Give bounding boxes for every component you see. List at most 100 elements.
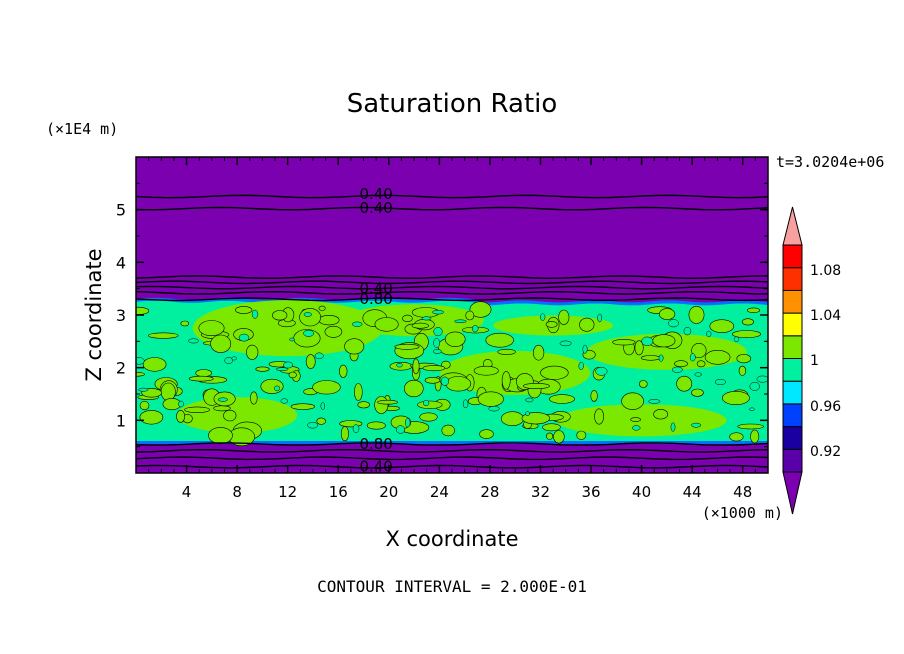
contour-line xyxy=(136,194,768,199)
contour-line xyxy=(136,464,768,469)
colorbar-bottom-extension xyxy=(782,471,803,515)
cyan-patch xyxy=(432,349,442,354)
x-axis-label: X coordinate xyxy=(385,527,518,551)
green-patch xyxy=(208,427,233,444)
green-patch xyxy=(160,382,176,401)
cyan-patch xyxy=(351,321,363,327)
cyan-patch xyxy=(559,340,572,347)
green-patch xyxy=(340,426,349,442)
green-patch xyxy=(731,330,761,338)
green-patch xyxy=(210,334,232,353)
green-patch xyxy=(377,399,399,405)
cyan-patch xyxy=(433,338,440,348)
cyan-patch xyxy=(689,353,696,362)
y-tick-label: 2 xyxy=(116,359,126,378)
contour-line xyxy=(136,290,768,295)
cyan-patch xyxy=(422,399,430,407)
cyan-patch xyxy=(671,366,683,373)
cyan-patch xyxy=(597,313,603,323)
cyan-patch xyxy=(238,333,250,342)
green-patch xyxy=(741,318,754,326)
green-patch xyxy=(374,396,389,414)
green-patch xyxy=(366,421,386,430)
contour-line xyxy=(136,448,768,453)
green-patch xyxy=(318,305,326,311)
cyan-patch xyxy=(307,421,319,429)
cyan-patch xyxy=(694,372,702,377)
green-patch xyxy=(473,365,499,376)
green-patch xyxy=(188,375,214,382)
x-tick-label: 16 xyxy=(329,483,348,501)
green-patch xyxy=(523,382,550,389)
cyan-patch xyxy=(658,354,664,362)
green-patch xyxy=(590,390,598,402)
contour-label: 0.80 xyxy=(359,290,392,308)
colorbar-swatch xyxy=(782,289,803,314)
green-patch xyxy=(419,412,438,422)
colorbar-swatch xyxy=(782,312,803,337)
green-patch xyxy=(640,355,661,361)
green-patch xyxy=(653,409,669,420)
x-tick-label: 48 xyxy=(733,483,752,501)
green-patch xyxy=(709,319,735,334)
cyan-patch xyxy=(488,406,500,412)
cyan-patch xyxy=(396,363,403,368)
green-patch xyxy=(750,429,760,444)
x-tick-label: 4 xyxy=(182,483,192,501)
green-patch xyxy=(688,305,705,324)
contour-line xyxy=(136,206,768,211)
y-tick-label: 4 xyxy=(116,253,126,272)
green-patch xyxy=(579,317,595,332)
green-patch xyxy=(246,344,259,360)
green-patch xyxy=(704,349,731,365)
contour-line xyxy=(136,285,768,290)
cyan-patch xyxy=(224,357,234,364)
cyan-patch xyxy=(251,309,259,319)
cyan-patch xyxy=(525,411,530,416)
x-tick-label: 24 xyxy=(430,483,449,501)
green-patch xyxy=(260,378,284,394)
green-patch xyxy=(501,371,511,390)
green-patch xyxy=(316,417,326,425)
green-patch xyxy=(299,308,322,327)
green-patch xyxy=(558,309,570,325)
cyan-patch xyxy=(280,398,289,404)
colorbar-swatch xyxy=(782,426,803,450)
green-patch xyxy=(465,310,475,321)
cyan-patch xyxy=(525,397,534,403)
green-patch xyxy=(139,400,150,411)
cyan-patch xyxy=(178,400,184,408)
green-patch xyxy=(136,306,150,315)
green-patch xyxy=(652,334,676,348)
green-patch xyxy=(546,432,554,440)
green-patch xyxy=(545,321,558,328)
green-patch xyxy=(500,411,524,427)
green-patch xyxy=(184,406,211,413)
cyan-patch xyxy=(756,375,768,383)
green-patch xyxy=(353,383,363,401)
cyan-patch xyxy=(136,357,145,365)
cyan-patch xyxy=(670,422,676,432)
green-patch xyxy=(250,391,258,405)
green-patch xyxy=(630,417,641,422)
contour-line xyxy=(136,275,768,280)
green-patch xyxy=(198,320,225,336)
green-patch xyxy=(634,340,644,356)
green-patch xyxy=(344,338,365,355)
green-patch xyxy=(176,409,185,423)
green-patch xyxy=(722,390,750,405)
green-patch xyxy=(553,430,565,444)
colorbar-swatch xyxy=(782,403,803,428)
green-patch xyxy=(394,343,420,350)
contour-label: 0.80 xyxy=(359,435,392,453)
colorbar-top-extension xyxy=(782,206,803,246)
green-patch xyxy=(691,388,704,397)
green-patch xyxy=(497,348,516,355)
green-patch xyxy=(540,365,569,380)
green-patch xyxy=(288,371,297,379)
green-patch xyxy=(477,391,504,407)
cyan-patch xyxy=(632,425,641,431)
contour-line xyxy=(136,442,768,446)
green-patch xyxy=(357,401,370,409)
cyan-patch xyxy=(421,316,432,321)
